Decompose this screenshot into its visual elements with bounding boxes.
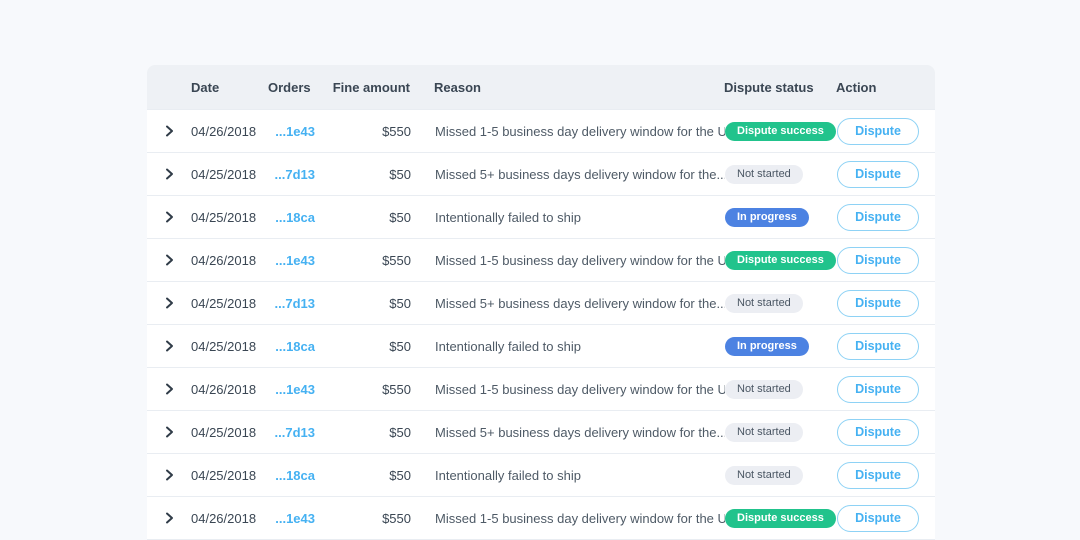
table-row: 04/26/2018 ...1e43 $550 Missed 1-5 busin… [147, 496, 935, 539]
status-badge: Dispute success [725, 121, 836, 141]
chevron-right-icon [165, 254, 173, 266]
chevron-right-icon [165, 297, 173, 309]
expand-row-button[interactable] [159, 465, 179, 485]
expand-row-button[interactable] [159, 250, 179, 270]
header-fine-amount: Fine amount [332, 79, 410, 95]
table-body: 04/26/2018 ...1e43 $550 Missed 1-5 busin… [147, 109, 935, 539]
order-link[interactable]: ...1e43 [275, 252, 315, 268]
order-link[interactable]: ...18ca [275, 338, 315, 354]
fine-amount-cell: $50 [389, 467, 411, 483]
header-date: Date [191, 79, 220, 95]
date-cell: 04/26/2018 [191, 510, 257, 526]
reason-cell: Missed 1-5 business day delivery window … [435, 123, 725, 139]
reason-cell: Missed 1-5 business day delivery window … [435, 252, 725, 268]
table-row: 04/25/2018 ...18ca $50 Intentionally fai… [147, 453, 935, 496]
table-row: 04/25/2018 ...7d13 $50 Missed 5+ busines… [147, 281, 935, 324]
fine-amount-cell: $550 [382, 252, 411, 268]
date-cell: 04/26/2018 [191, 381, 257, 397]
status-badge: In progress [725, 207, 809, 227]
header-dispute-status: Dispute status [724, 79, 814, 95]
status-badge: Not started [725, 293, 803, 313]
chevron-right-icon [165, 512, 173, 524]
reason-cell: Missed 5+ business days delivery window … [435, 295, 725, 311]
dispute-button[interactable]: Dispute [837, 289, 919, 317]
fine-amount-cell: $550 [382, 123, 411, 139]
order-link[interactable]: ...18ca [275, 467, 315, 483]
date-cell: 04/25/2018 [191, 209, 257, 225]
chevron-right-icon [165, 383, 173, 395]
dispute-button[interactable]: Dispute [837, 332, 919, 360]
dispute-button[interactable]: Dispute [837, 117, 919, 145]
chevron-right-icon [165, 125, 173, 137]
fine-amount-cell: $550 [382, 381, 411, 397]
expand-row-button[interactable] [159, 207, 179, 227]
expand-row-button[interactable] [159, 164, 179, 184]
table-row: 04/26/2018 ...1e43 $550 Missed 1-5 busin… [147, 238, 935, 281]
expand-row-button[interactable] [159, 379, 179, 399]
status-badge: Not started [725, 164, 803, 184]
dispute-button[interactable]: Dispute [837, 375, 919, 403]
table-row: 04/26/2018 ...1e43 $550 Missed 1-5 busin… [147, 367, 935, 410]
expand-row-button[interactable] [159, 508, 179, 528]
table-row: 04/25/2018 ...7d13 $50 Missed 5+ busines… [147, 152, 935, 195]
dispute-button[interactable]: Dispute [837, 246, 919, 274]
date-cell: 04/26/2018 [191, 252, 257, 268]
table-row: 04/25/2018 ...18ca $50 Intentionally fai… [147, 324, 935, 367]
fine-amount-cell: $50 [389, 424, 411, 440]
dispute-button[interactable]: Dispute [837, 461, 919, 489]
dispute-button[interactable]: Dispute [837, 418, 919, 446]
table-row: 04/25/2018 ...7d13 $50 Missed 5+ busines… [147, 410, 935, 453]
header-orders: Orders [268, 79, 311, 95]
chevron-right-icon [165, 168, 173, 180]
order-link[interactable]: ...7d13 [274, 295, 315, 311]
date-cell: 04/25/2018 [191, 166, 257, 182]
chevron-right-icon [165, 340, 173, 352]
dispute-button[interactable]: Dispute [837, 203, 919, 231]
chevron-right-icon [165, 426, 173, 438]
order-link[interactable]: ...1e43 [275, 510, 315, 526]
order-link[interactable]: ...7d13 [274, 166, 315, 182]
fine-amount-cell: $50 [389, 295, 411, 311]
reason-cell: Intentionally failed to ship [435, 209, 581, 225]
chevron-right-icon [165, 469, 173, 481]
date-cell: 04/25/2018 [191, 424, 257, 440]
date-cell: 04/25/2018 [191, 467, 257, 483]
reason-cell: Intentionally failed to ship [435, 467, 581, 483]
fine-amount-cell: $50 [389, 209, 411, 225]
order-link[interactable]: ...1e43 [275, 123, 315, 139]
fine-amount-cell: $50 [389, 166, 411, 182]
dispute-button[interactable]: Dispute [837, 160, 919, 188]
status-badge: In progress [725, 336, 809, 356]
date-cell: 04/25/2018 [191, 295, 257, 311]
reason-cell: Missed 5+ business days delivery window … [435, 424, 725, 440]
expand-row-button[interactable] [159, 121, 179, 141]
order-link[interactable]: ...7d13 [274, 424, 315, 440]
dispute-button[interactable]: Dispute [837, 504, 919, 532]
fine-amount-cell: $550 [382, 510, 411, 526]
status-badge: Not started [725, 465, 803, 485]
reason-cell: Missed 5+ business days delivery window … [435, 166, 725, 182]
expand-row-button[interactable] [159, 336, 179, 356]
reason-cell: Missed 1-5 business day delivery window … [435, 510, 725, 526]
reason-cell: Intentionally failed to ship [435, 338, 581, 354]
reason-cell: Missed 1-5 business day delivery window … [435, 381, 725, 397]
status-badge: Dispute success [725, 508, 836, 528]
fines-table: Date Orders Fine amount Reason Dispute s… [147, 65, 935, 540]
status-badge: Dispute success [725, 250, 836, 270]
table-row: 04/25/2018 ...18ca $50 Intentionally fai… [147, 195, 935, 238]
date-cell: 04/26/2018 [191, 123, 257, 139]
date-cell: 04/25/2018 [191, 338, 257, 354]
fine-amount-cell: $50 [389, 338, 411, 354]
status-badge: Not started [725, 379, 803, 399]
header-reason: Reason [434, 79, 481, 95]
status-badge: Not started [725, 422, 803, 442]
expand-row-button[interactable] [159, 422, 179, 442]
table-row: 04/26/2018 ...1e43 $550 Missed 1-5 busin… [147, 109, 935, 152]
expand-row-button[interactable] [159, 293, 179, 313]
table-header-row: Date Orders Fine amount Reason Dispute s… [147, 65, 935, 109]
chevron-right-icon [165, 211, 173, 223]
order-link[interactable]: ...18ca [275, 209, 315, 225]
header-action: Action [836, 79, 877, 95]
order-link[interactable]: ...1e43 [275, 381, 315, 397]
